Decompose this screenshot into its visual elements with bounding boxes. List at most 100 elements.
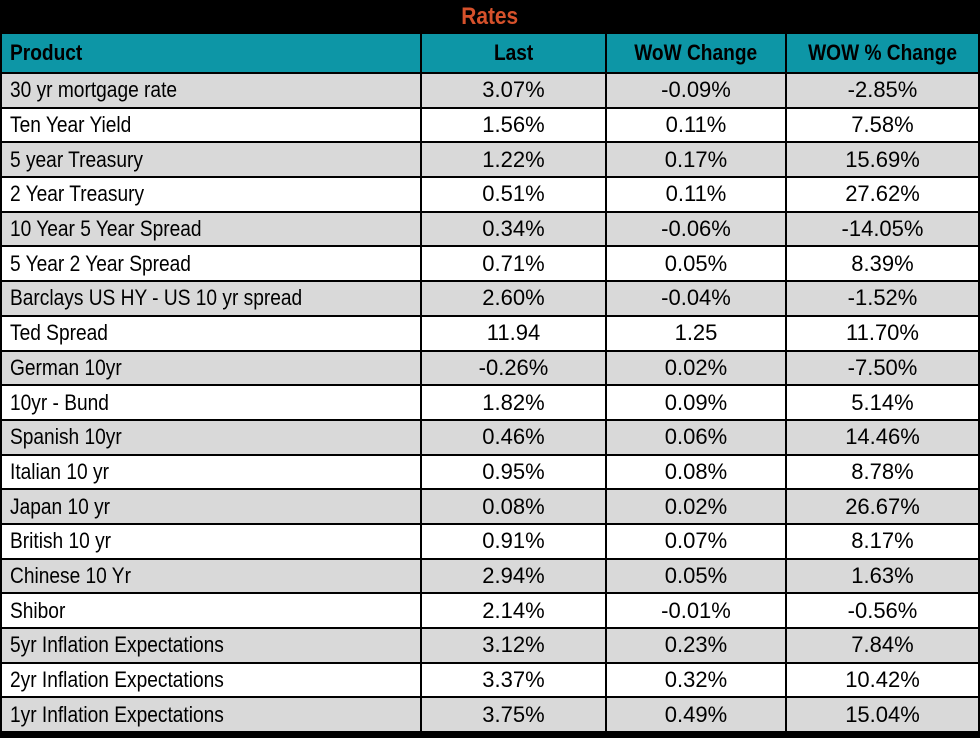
cell-wow-pct-change: 7.58% [785,108,978,142]
table-row: 30 yr mortgage rate 3.07% -0.09% -2.85% [2,72,978,107]
cell-product: Ten Year Yield [2,109,420,142]
cell-last: 0.08% [420,490,605,523]
product-label: 5 Year 2 Year Spread [10,250,191,276]
value-text: 0.07% [664,528,728,554]
cell-wow-pct-change: -1.52% [785,282,978,315]
value-text: 11.70% [846,320,919,346]
value-text: 3.07% [482,77,545,103]
header-last: Last [420,34,605,72]
cell-product: 2 Year Treasury [2,178,420,211]
table-row: Shibor 2.14% -0.01% -0.56% [2,592,978,627]
value-text: 0.11% [665,181,727,207]
value-text: 0.49% [664,701,728,727]
cell-wow-pct-change: 8.39% [785,247,978,281]
cell-wow-change: 0.02% [605,351,785,385]
table-row: Barclays US HY - US 10 yr spread 2.60% -0.… [2,280,978,315]
product-label: Italian 10 yr [10,458,109,484]
value-text: 0.17% [664,146,728,172]
value-text: 7.84% [851,632,914,658]
cell-product: German 10yr [2,352,420,385]
table-row: 10yr - Bund 1.82% 0.09% 5.14% [2,384,978,419]
cell-last: 1.56% [420,108,605,142]
cell-wow-change: -0.01% [605,594,785,627]
table-row: 5 Year 2 Year Spread 0.71% 0.05% 8.39% [2,245,978,281]
header-wow-pct-change: WOW % Change [785,34,978,72]
cell-last: 0.91% [420,524,605,558]
cell-wow-change: 0.11% [605,178,785,211]
value-text: -2.85% [847,77,918,103]
table-title: Rates [461,3,519,30]
cell-wow-pct-change: 5.14% [785,386,978,419]
product-label: 2yr Inflation Expectations [10,667,224,693]
cell-wow-change: 0.09% [605,386,785,419]
cell-wow-pct-change: 8.17% [785,524,978,558]
value-text: 0.91% [482,528,545,554]
value-text: 15.69% [845,146,920,172]
product-label: 1yr Inflation Expectations [10,701,224,727]
value-text: 0.34% [482,216,545,242]
cell-last: 3.75% [420,698,605,732]
cell-product: Japan 10 yr [2,490,420,523]
cell-wow-change: 0.08% [605,455,785,489]
cell-last: -0.26% [420,351,605,385]
table-body: 30 yr mortgage rate 3.07% -0.09% -2.85% Ten … [2,72,978,732]
value-text: 27.62% [845,181,920,207]
cell-product: Shibor [2,594,420,627]
cell-wow-change: 0.07% [605,524,785,558]
cell-wow-pct-change: 14.46% [785,420,978,454]
table-row: Japan 10 yr 0.08% 0.02% 26.67% [2,488,978,523]
value-text: -0.26% [478,354,549,380]
cell-last: 2.94% [420,559,605,593]
value-text: 0.09% [664,389,728,415]
cell-product: 2yr Inflation Expectations [2,664,420,697]
cell-last: 3.37% [420,663,605,697]
value-text: 11.94 [486,320,541,346]
header-product: Product [2,34,420,72]
value-text: 3.37% [482,667,545,693]
value-text: 0.32% [664,667,728,693]
value-text: -0.56% [847,597,918,623]
header-row: Product Last WoW Change WOW % Change [2,34,978,72]
product-label: 2 Year Treasury [10,181,145,207]
value-text: 15.04% [845,701,920,727]
table-row: Spanish 10yr 0.46% 0.06% 14.46% [2,418,978,454]
cell-wow-pct-change: 27.62% [785,178,978,211]
cell-last: 0.71% [420,247,605,281]
value-text: -14.05% [841,216,924,242]
value-text: 26.67% [845,493,920,519]
cell-product: 5yr Inflation Expectations [2,629,420,662]
cell-last: 0.46% [420,420,605,454]
cell-last: 1.22% [420,143,605,177]
product-label: Shibor [10,597,66,623]
product-label: Chinese 10 Yr [10,562,131,588]
value-text: 8.78% [851,458,914,484]
header-wow-change-label: WoW Change [634,40,758,65]
value-text: 0.05% [664,250,728,276]
cell-wow-pct-change: 26.67% [785,490,978,523]
value-text: 0.46% [482,424,545,450]
table-row: German 10yr -0.26% 0.02% -7.50% [2,349,978,385]
cell-product: Barclays US HY - US 10 yr spread [2,282,420,315]
cell-last: 3.07% [420,74,605,107]
cell-wow-change: 0.23% [605,629,785,662]
value-text: -0.06% [661,216,731,242]
value-text: 0.51% [482,181,545,207]
cell-wow-change: 0.11% [605,108,785,142]
cell-product: British 10 yr [2,525,420,558]
value-text: 0.05% [664,562,728,588]
value-text: 0.95% [482,458,545,484]
value-text: 8.39% [851,250,914,276]
cell-wow-pct-change: -7.50% [785,351,978,385]
value-text: 3.12% [482,632,545,658]
value-text: 2.94% [482,562,545,588]
value-text: 10.42% [845,667,920,693]
value-text: 0.08% [664,458,728,484]
product-label: 30 yr mortgage rate [10,77,178,103]
cell-wow-pct-change: -14.05% [785,212,978,246]
cell-wow-pct-change: 11.70% [785,316,978,350]
table-row: 1yr Inflation Expectations 3.75% 0.49% 15.0… [2,696,978,732]
cell-wow-change: 0.49% [605,698,785,732]
cell-last: 0.34% [420,212,605,246]
product-label: British 10 yr [10,528,112,554]
